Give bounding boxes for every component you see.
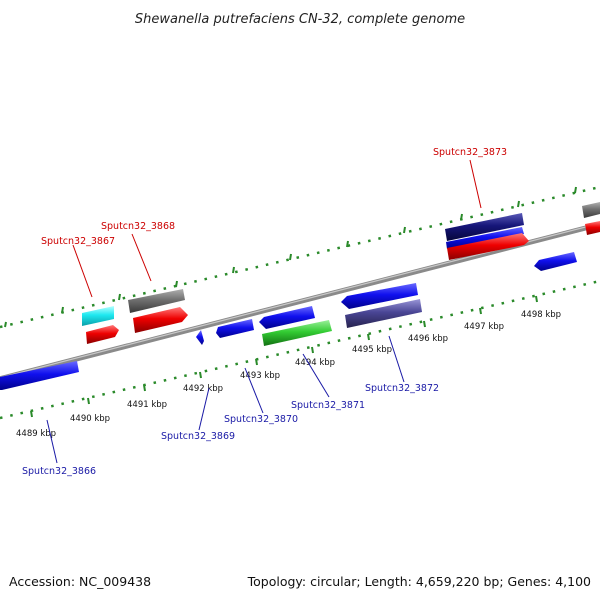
upper-major-tick [403, 226, 406, 234]
tick-label: 4497 kbp [464, 322, 504, 332]
gene-feature-sputcn32-3871[interactable] [259, 306, 315, 329]
leader-line-3868 [131, 233, 152, 282]
gene-feature-sputcn32-3869[interactable] [196, 330, 204, 345]
gene-feature-sputcn32-3870[interactable] [216, 319, 254, 338]
leader-lines [46, 159, 482, 464]
gene-label-sputcn32-3872[interactable]: Sputcn32_3872 [365, 383, 439, 394]
gene-feature-sputcn32-3871-green[interactable] [262, 320, 332, 346]
gene-label-sputcn32-3868[interactable]: Sputcn32_3868 [101, 221, 175, 232]
tick-label: 4490 kbp [70, 414, 110, 424]
leader-line-3867 [72, 244, 93, 298]
accession-text: Accession: NC_009438 [9, 574, 151, 589]
leader-line-3873 [469, 159, 482, 209]
tick-label: 4494 kbp [295, 358, 335, 368]
tick-labels: 4489 kbp 4490 kbp 4491 kbp 4492 kbp 4493… [16, 310, 561, 439]
tick-label: 4492 kbp [183, 384, 223, 394]
gene-feature-sputcn32-3873-navy[interactable] [445, 213, 524, 241]
gene-feature-sputcn32-3868[interactable] [133, 307, 188, 333]
upper-major-tick [232, 266, 235, 274]
gene-feature-sputcn32-3872-slate[interactable] [345, 299, 422, 328]
gene-feature-sputcn32-3873[interactable] [447, 233, 529, 260]
leader-line-3870 [244, 367, 264, 414]
gene-feature-right-minus[interactable] [534, 252, 577, 271]
map-title: Shewanella putrefaciens CN-32, complete … [135, 12, 465, 27]
gene-label-sputcn32-3871[interactable]: Sputcn32_3871 [291, 400, 365, 411]
tick-label: 4498 kbp [521, 310, 561, 320]
upper-ruler-dots [0, 185, 600, 329]
leader-line-3866 [46, 419, 58, 464]
lower-major-tick [311, 346, 314, 354]
lower-major-tick [87, 397, 90, 405]
lower-major-tick [30, 410, 33, 418]
upper-major-tick [517, 200, 520, 208]
gene-feature-sputcn32-3872[interactable] [341, 283, 418, 309]
gene-label-sputcn32-3873[interactable]: Sputcn32_3873 [433, 147, 507, 158]
leader-line-3869 [198, 387, 210, 431]
leader-line-3871 [302, 353, 330, 398]
upper-major-tick [574, 186, 577, 194]
lower-ruler [0, 279, 600, 420]
gene-feature-sputcn32-3866[interactable] [0, 361, 79, 390]
gene-label-sputcn32-3866[interactable]: Sputcn32_3866 [22, 466, 96, 477]
tick-label: 4496 kbp [408, 334, 448, 344]
lower-major-tick [423, 320, 426, 328]
gene-labels: Sputcn32_3873 Sputcn32_3868 Sputcn32_386… [22, 147, 507, 477]
gene-feature-sputcn32-3868-gray[interactable] [128, 289, 185, 313]
tick-label: 4493 kbp [240, 371, 280, 381]
genome-backbone [0, 221, 600, 382]
upper-major-tick [175, 280, 178, 288]
tick-label: 4489 kbp [16, 429, 56, 439]
upper-major-tick [289, 253, 292, 261]
lower-major-tick [479, 307, 482, 315]
tick-label: 4491 kbp [127, 400, 167, 410]
gene-feature-sputcn32-3867[interactable] [86, 325, 119, 344]
upper-major-tick [61, 306, 64, 314]
gene-label-sputcn32-3870[interactable]: Sputcn32_3870 [224, 414, 298, 425]
upper-major-tick [346, 240, 349, 248]
gene-label-sputcn32-3867[interactable]: Sputcn32_3867 [41, 236, 115, 247]
gene-feature-sputcn32-3867-cyan[interactable] [82, 306, 114, 326]
upper-ruler [0, 185, 600, 329]
genome-stats-text: Topology: circular; Length: 4,659,220 bp… [247, 574, 591, 589]
lower-major-tick [143, 384, 146, 392]
upper-major-tick [4, 321, 7, 328]
gene-label-sputcn32-3869[interactable]: Sputcn32_3869 [161, 431, 235, 442]
lower-major-tick [255, 358, 258, 366]
upper-major-tick [460, 213, 463, 221]
gene-feature-sputcn32-3873-blue[interactable] [446, 227, 524, 249]
tick-label: 4495 kbp [352, 345, 392, 355]
gene-feature-edge-red[interactable] [585, 221, 600, 235]
lower-major-tick [535, 295, 538, 303]
lower-major-tick [367, 333, 370, 341]
lower-major-tick [199, 371, 202, 379]
leader-line-3872 [388, 335, 405, 383]
features [0, 202, 600, 390]
gene-feature-edge-gray[interactable] [582, 202, 600, 218]
upper-major-tick [118, 293, 121, 301]
